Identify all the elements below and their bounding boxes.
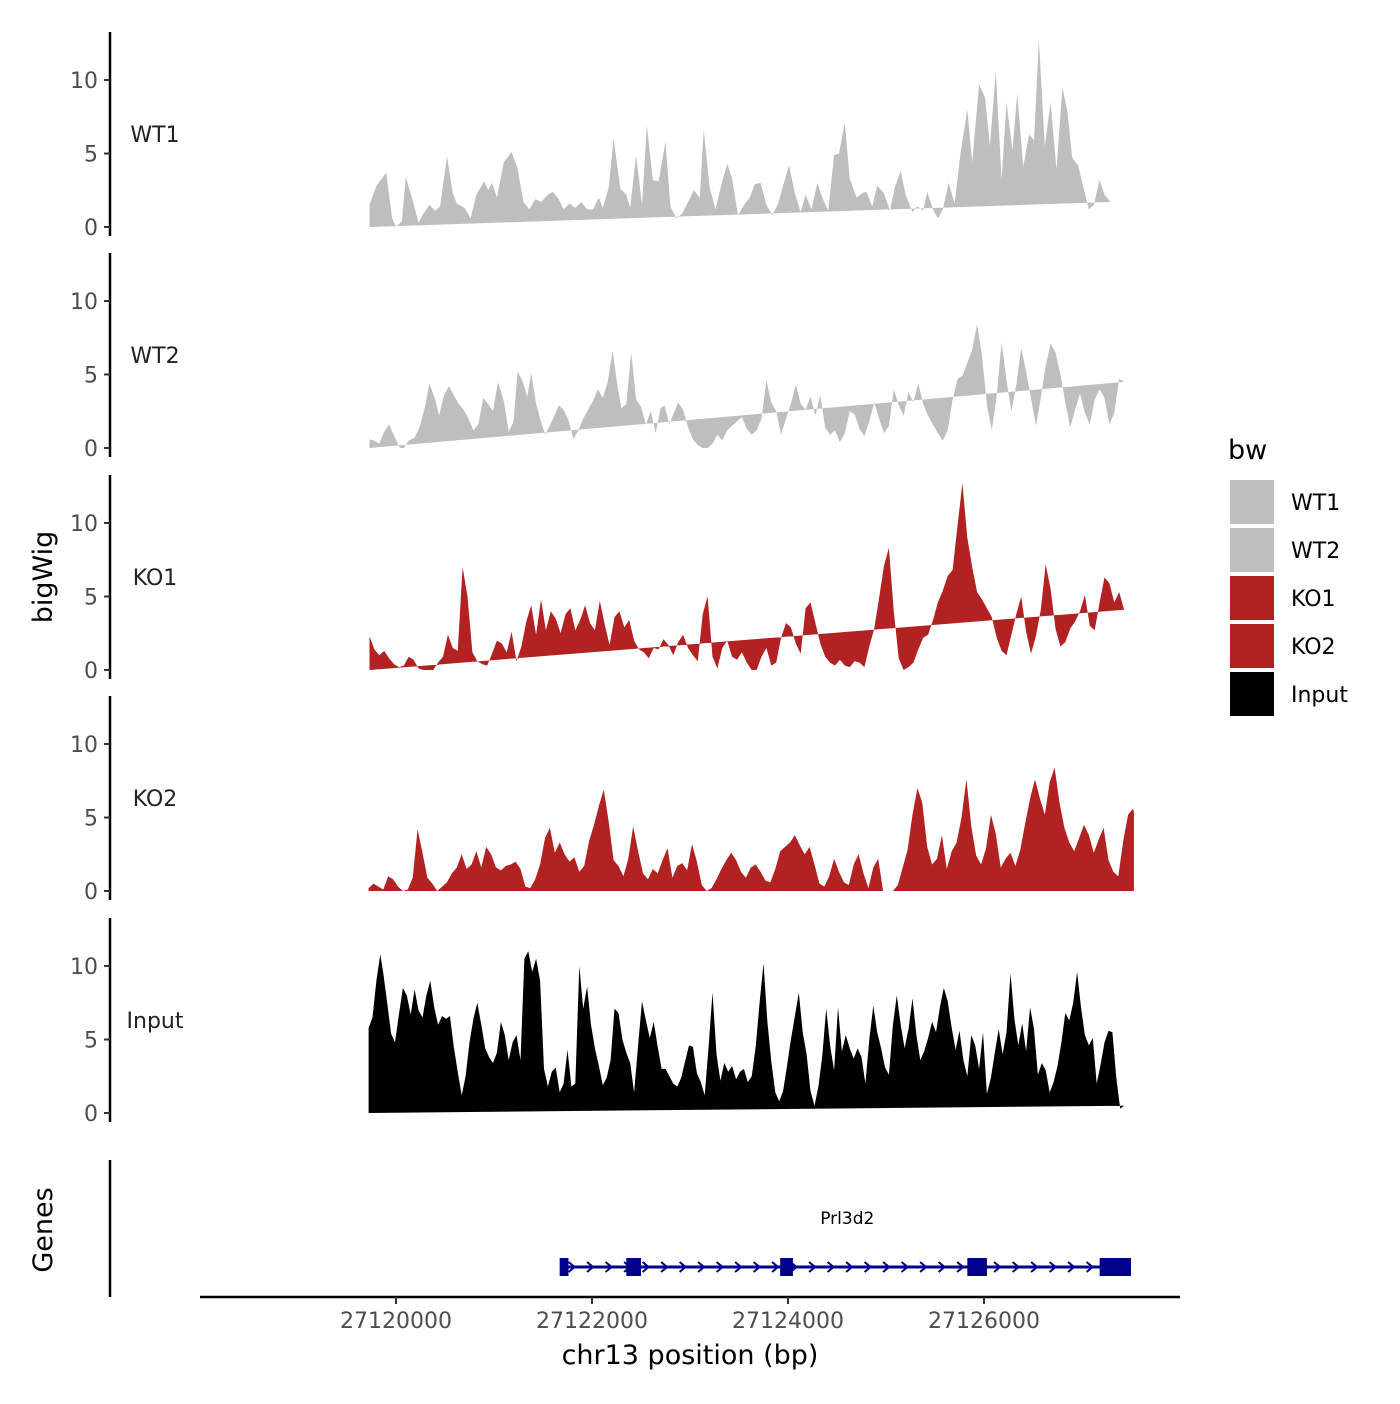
x-axis-title: chr13 position (bp): [562, 1340, 819, 1371]
exon: [780, 1258, 793, 1276]
y-tick-label: 10: [70, 512, 98, 537]
strand-arrow: [900, 1261, 910, 1273]
strand-arrow: [1067, 1261, 1076, 1273]
strand-arrow: [641, 1261, 651, 1273]
y-tick-label: 0: [84, 659, 98, 684]
strand-arrow: [919, 1261, 928, 1273]
legend-swatch: [1230, 480, 1274, 524]
strand-arrow: [734, 1261, 743, 1273]
coverage-area-ko2: [368, 767, 1134, 891]
y-tick-label: 10: [70, 290, 98, 315]
x-tick-label: 27124000: [732, 1309, 844, 1334]
y-tick-label: 5: [84, 807, 98, 832]
gene-prl3d2: Prl3d2: [559, 1209, 1132, 1276]
track-ko2: 0 5 10 KO2: [70, 696, 1134, 905]
strand-arrow: [567, 1261, 577, 1273]
exon: [967, 1258, 987, 1276]
genes-axis-title: Genes: [28, 1187, 59, 1272]
strand-arrow: [697, 1261, 706, 1273]
strand-arrow: [1085, 1261, 1095, 1273]
y-tick-label: 0: [84, 1102, 98, 1127]
legend-title: bw: [1228, 435, 1267, 466]
x-tick-label: 27120000: [340, 1309, 452, 1334]
genes-track: Prl3d2: [108, 1160, 1132, 1297]
exon: [559, 1258, 569, 1276]
legend-item-input: Input: [1230, 672, 1348, 716]
strand-arrow: [863, 1261, 873, 1273]
gene-label: Prl3d2: [820, 1209, 874, 1229]
strand-arrow: [1030, 1261, 1039, 1273]
strand-arrow: [1048, 1261, 1058, 1273]
coverage-area-input: [368, 951, 1125, 1113]
legend-label: KO2: [1291, 635, 1336, 660]
strand-arrow: [1011, 1261, 1021, 1273]
legend-swatch: [1230, 576, 1274, 620]
exon: [1099, 1258, 1131, 1276]
strand-arrow: [808, 1261, 817, 1273]
coverage-area-ko1: [369, 483, 1125, 670]
legend-swatch: [1230, 624, 1274, 668]
legend-item-wt1: WT1: [1230, 480, 1340, 524]
y-tick-label: 5: [84, 143, 98, 168]
y-tick-label: 5: [84, 586, 98, 611]
y-tick-label: 10: [70, 733, 98, 758]
coverage-area-wt1: [369, 40, 1111, 227]
y-tick-label: 0: [84, 216, 98, 241]
y-tick-label: 0: [84, 437, 98, 462]
y-tick-label: 10: [70, 69, 98, 94]
track-label: Input: [127, 1009, 184, 1034]
strand-arrow: [937, 1261, 947, 1273]
legend-items: WT1 WT2 KO1 KO2 Input: [1230, 480, 1348, 716]
strand-arrow: [845, 1261, 854, 1273]
y-tick-label: 0: [84, 880, 98, 905]
strand-arrow: [826, 1261, 836, 1273]
strand-arrow: [586, 1261, 595, 1273]
x-axis: 27120000 27122000 27124000 27126000: [200, 1295, 1180, 1334]
strand-arrow: [752, 1261, 762, 1273]
x-tick-label: 27122000: [536, 1309, 648, 1334]
strand-arrow: [604, 1261, 614, 1273]
strand-arrow: [678, 1261, 688, 1273]
strand-arrow: [660, 1261, 669, 1273]
track-label: WT2: [130, 344, 179, 369]
track-ko1: 0 5 10 KO1: [70, 475, 1125, 684]
y-axis-title: bigWig: [28, 531, 59, 624]
x-tick-label: 27126000: [928, 1309, 1040, 1334]
coverage-area-wt2: [369, 324, 1125, 448]
legend-item-ko1: KO1: [1230, 576, 1336, 620]
y-tick-label: 10: [70, 955, 98, 980]
exon: [626, 1258, 641, 1276]
y-tick-label: 5: [84, 1029, 98, 1054]
strand-arrow: [771, 1261, 780, 1273]
track-input: 0 5 10 Input: [70, 918, 1125, 1127]
strand-arrow: [882, 1261, 891, 1273]
track-wt1: 0 5 10 WT1: [70, 32, 1111, 241]
track-label: KO2: [133, 787, 178, 812]
strand-arrow: [993, 1261, 1002, 1273]
coverage-tracks: 0 5 10 WT1 0 5 10 WT2 0 5 10 KO1 0 5 10 KO2 0 5 10 Input: [70, 32, 1134, 1127]
legend-label: Input: [1291, 683, 1348, 708]
legend-swatch: [1230, 672, 1274, 716]
y-tick-label: 5: [84, 364, 98, 389]
legend-swatch: [1230, 528, 1274, 572]
legend-item-ko2: KO2: [1230, 624, 1336, 668]
track-wt2: 0 5 10 WT2: [70, 253, 1125, 462]
track-label: WT1: [130, 123, 179, 148]
legend: bw WT1 WT2 KO1 KO2 Input: [1228, 435, 1348, 716]
track-label: KO1: [133, 566, 178, 591]
legend-label: KO1: [1291, 587, 1336, 612]
legend-label: WT2: [1291, 539, 1340, 564]
legend-label: WT1: [1291, 491, 1340, 516]
strand-arrow: [956, 1261, 965, 1273]
legend-item-wt2: WT2: [1230, 528, 1340, 572]
strand-arrow: [715, 1261, 725, 1273]
